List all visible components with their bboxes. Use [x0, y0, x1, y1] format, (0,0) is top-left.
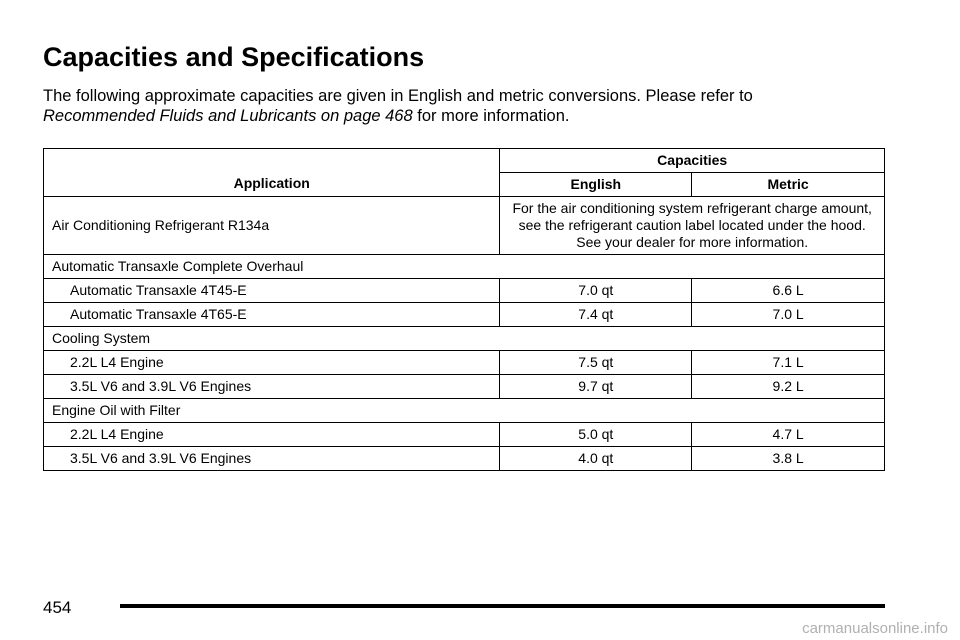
- table-cell: 4.0 qt: [499, 446, 693, 471]
- cross-reference: Recommended Fluids and Lubricants on pag…: [43, 107, 413, 125]
- table-cell: 9.7 qt: [499, 374, 693, 399]
- table-row: Cooling System: [43, 326, 885, 351]
- table-cell: 3.5L V6 and 3.9L V6 Engines: [42, 446, 501, 471]
- intro-text: for more information.: [417, 107, 570, 125]
- table-row: 2.2L L4 Engine 7.5 qt 7.1 L: [42, 350, 885, 375]
- table-body: Air Conditioning Refrigerant R134a For th…: [42, 196, 885, 471]
- table-row: Engine Oil with Filter: [43, 398, 885, 423]
- title: Capacities and Specifications: [43, 42, 425, 72]
- table-row: 2.2L L4 Engine 5.0 qt 4.7 L: [42, 422, 885, 447]
- table-row: 3.5L V6 and 3.9L V6 Engines 9.7 qt 9.2 L: [42, 374, 885, 399]
- table-cell: 2.2L L4 Engine: [42, 422, 501, 447]
- table-row: Automatic Transaxle 4T45-E 7.0 qt 6.6 L: [42, 278, 885, 303]
- table-cell: 4.7 L: [691, 422, 885, 447]
- capacities-table: Application Capacities English Metric Air …: [42, 148, 885, 471]
- table-cell: 7.0 qt: [499, 278, 693, 303]
- table-cell: 3.5L V6 and 3.9L V6 Engines: [42, 374, 501, 399]
- footer-rule: [120, 604, 885, 608]
- table-cell: Air Conditioning Refrigerant R134a: [42, 196, 501, 255]
- table-cell: 7.5 qt: [499, 350, 693, 375]
- table-cell: 6.6 L: [691, 278, 885, 303]
- table-cell: For the air conditioning system refriger…: [499, 196, 885, 255]
- header-cell: Metric: [691, 172, 885, 197]
- table-row: Automatic Transaxle Complete Overhaul: [43, 254, 885, 279]
- table-cell: 5.0 qt: [499, 422, 693, 447]
- table-cell: 7.4 qt: [499, 302, 693, 327]
- table-row: Automatic Transaxle 4T65-E 7.4 qt 7.0 L: [42, 302, 885, 327]
- intro-text: The following approximate capacities are…: [43, 87, 753, 105]
- header-cell: English: [499, 172, 693, 197]
- table-cell: 3.8 L: [691, 446, 885, 471]
- page-number: 454: [43, 598, 72, 617]
- table-cell: 7.1 L: [691, 350, 885, 375]
- table-cell: 2.2L L4 Engine: [42, 350, 501, 375]
- table-row: 3.5L V6 and 3.9L V6 Engines 4.0 qt 3.8 L: [42, 446, 885, 471]
- table-cell: Automatic Transaxle 4T65-E: [42, 302, 501, 327]
- intro: The following approximate capacities are…: [43, 86, 893, 126]
- header-cell: Capacities: [499, 148, 885, 173]
- table-cell: Automatic Transaxle Complete Overhaul: [43, 254, 885, 279]
- table-cell: 9.2 L: [691, 374, 885, 399]
- header-cell: Application: [42, 148, 501, 197]
- table-row: Air Conditioning Refrigerant R134a For th…: [42, 196, 885, 255]
- table-cell: 7.0 L: [691, 302, 885, 327]
- table-cell: Automatic Transaxle 4T45-E: [42, 278, 501, 303]
- table-cell: Engine Oil with Filter: [43, 398, 885, 423]
- table-cell: Cooling System: [43, 326, 885, 351]
- watermark: carmanualsonline.info: [802, 620, 948, 637]
